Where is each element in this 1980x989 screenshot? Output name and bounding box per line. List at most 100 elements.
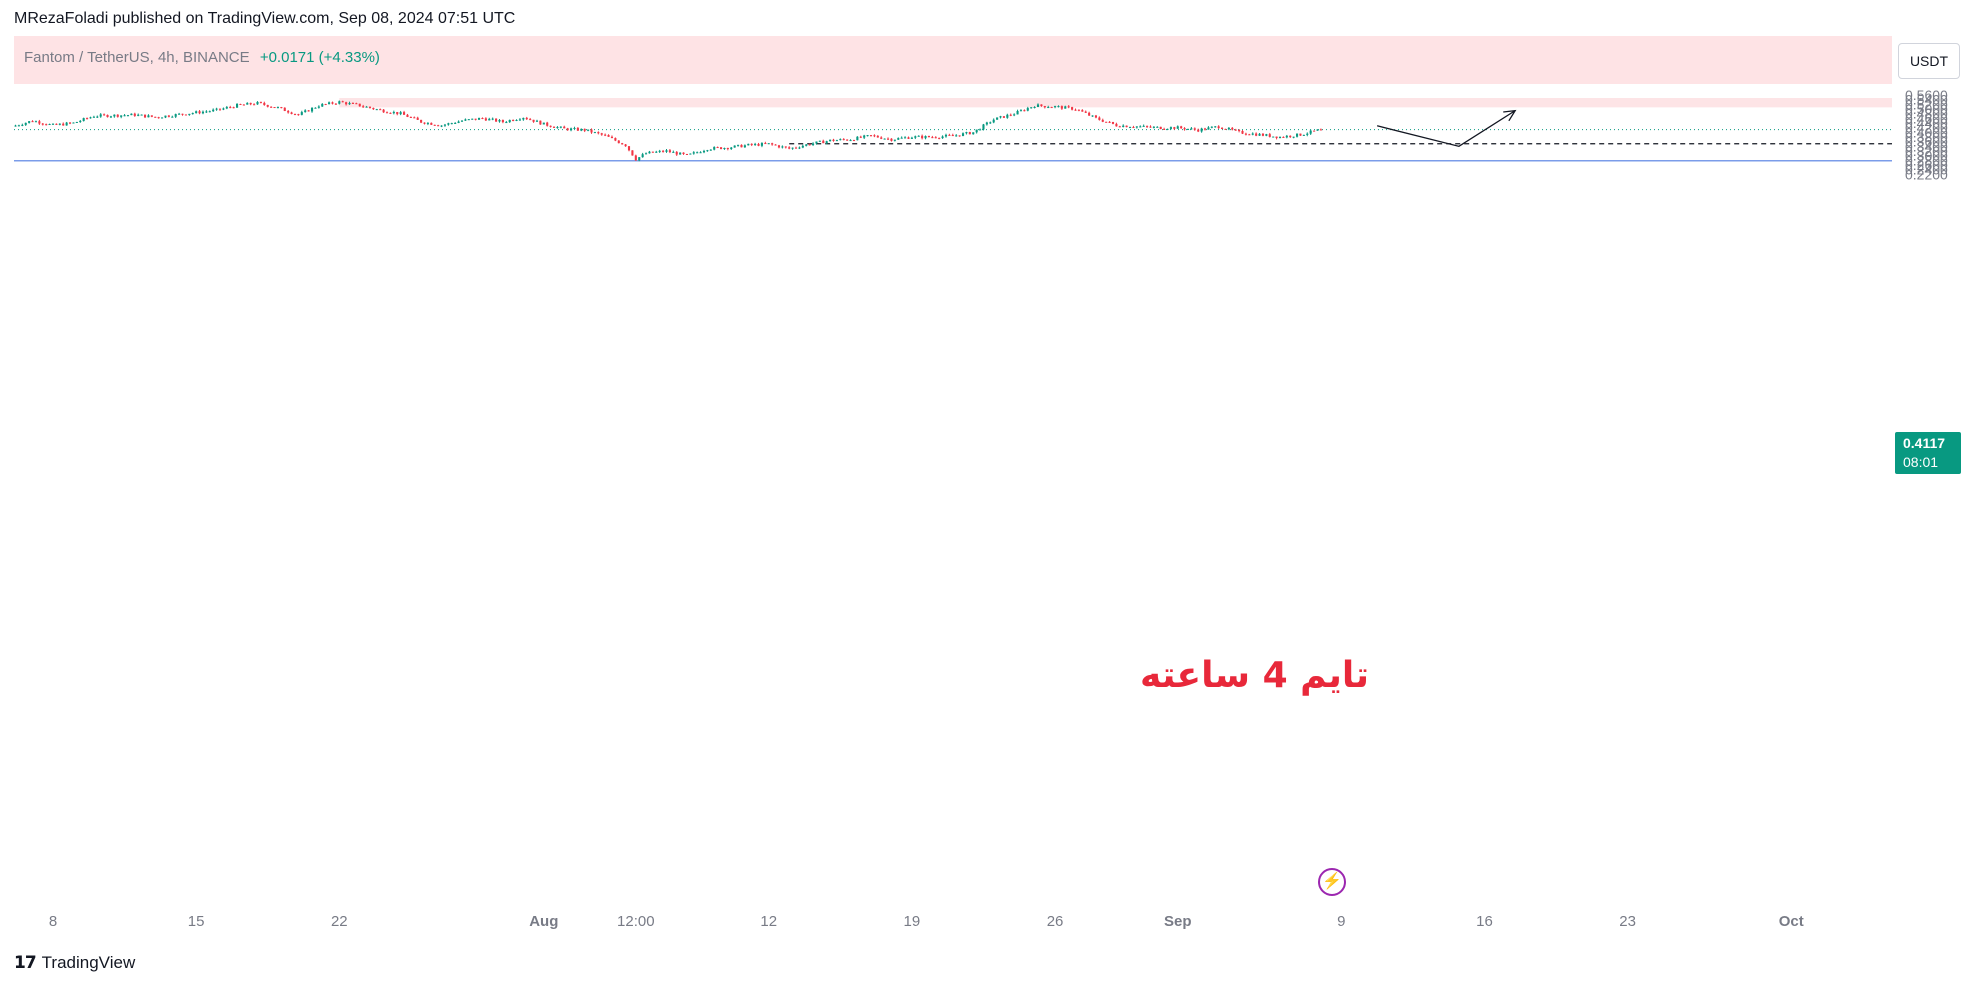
candle-body <box>38 121 41 124</box>
candle-body <box>822 140 825 144</box>
candle-body <box>812 143 815 146</box>
current-price-tag: 0.4117 08:01 <box>1895 432 1961 474</box>
candle-body <box>358 103 361 107</box>
y-axis-tick-label: 0.3400 <box>1905 138 1948 154</box>
candle-body <box>1084 111 1087 113</box>
candle-body <box>259 101 262 103</box>
candle-body <box>508 119 511 123</box>
currency-button[interactable]: USDT <box>1898 43 1960 79</box>
candle-body <box>31 121 34 123</box>
candle-body <box>1197 129 1200 132</box>
candle-body <box>580 128 583 131</box>
candle-body <box>985 122 988 125</box>
candle-body <box>696 152 699 154</box>
symbol-legend[interactable]: Fantom / TetherUS, 4h, BINANCE +0.0171 (… <box>24 49 380 66</box>
flash-icon[interactable]: ⚡ <box>1318 868 1346 896</box>
candle-body <box>263 102 266 105</box>
candle-body <box>140 114 143 116</box>
candle-body <box>103 114 106 116</box>
candle-body <box>403 112 406 115</box>
candle-body <box>818 140 821 142</box>
candle-body <box>55 123 58 125</box>
candle-body <box>958 135 961 137</box>
candle-body <box>1159 126 1162 129</box>
candle-body <box>1238 130 1241 132</box>
candle-body <box>293 113 297 115</box>
candle-body <box>208 111 211 113</box>
projection-arrow-head <box>1503 109 1517 122</box>
x-axis-tick-label: 12:00 <box>617 913 655 930</box>
candle-body <box>723 148 726 150</box>
candle-body <box>99 114 102 117</box>
candle-body <box>1047 107 1050 109</box>
candle-body <box>842 139 845 141</box>
candle-body <box>351 102 354 104</box>
candle-body <box>788 147 791 149</box>
candle-body <box>570 128 573 131</box>
candle-body <box>307 110 310 112</box>
candle-body <box>914 136 917 138</box>
candle-body <box>212 109 215 112</box>
candle-body <box>225 107 228 109</box>
candle-body <box>1258 133 1261 136</box>
candle-body <box>253 104 256 106</box>
candle-body <box>1111 121 1115 124</box>
candle-body <box>624 144 627 147</box>
x-axis-tick-label: 9 <box>1337 913 1345 930</box>
candle-body <box>399 112 402 115</box>
candle-body <box>450 123 453 125</box>
candle-body <box>1210 126 1213 128</box>
candle-body <box>457 121 460 123</box>
candle-body <box>1033 107 1036 109</box>
candle-body <box>1203 128 1207 130</box>
candle-body <box>1306 133 1309 135</box>
candle-body <box>1026 108 1029 111</box>
candle-body <box>471 118 474 120</box>
candle-body <box>621 143 624 145</box>
candle-body <box>890 138 893 141</box>
candle-body <box>631 150 634 156</box>
candle-body <box>883 138 886 140</box>
x-axis-tick-label: Aug <box>529 913 558 930</box>
candle-body <box>726 148 729 150</box>
candle-body <box>944 134 948 137</box>
candle-body <box>382 109 385 113</box>
candle-body <box>1265 134 1268 136</box>
candle-body <box>348 102 351 105</box>
candle-body <box>184 114 187 116</box>
candle-body <box>955 135 958 137</box>
candle-body <box>385 112 389 114</box>
candle-body <box>539 120 542 125</box>
candle-body <box>1268 134 1271 137</box>
candle-body <box>75 121 78 123</box>
x-axis-tick-label: 8 <box>49 913 57 930</box>
candle-body <box>617 140 620 144</box>
candle-body <box>951 135 954 137</box>
candle-body <box>45 124 48 126</box>
candle-body <box>440 125 443 127</box>
candle-body <box>188 113 191 115</box>
candle-body <box>205 111 208 113</box>
candle-body <box>314 107 317 109</box>
candle-body <box>467 119 470 121</box>
candle-body <box>324 104 327 106</box>
candle-body <box>488 118 491 121</box>
candle-body <box>1295 133 1299 137</box>
candle-body <box>634 155 637 161</box>
candle-body <box>1302 134 1305 136</box>
candle-body <box>477 118 481 120</box>
candle-body <box>733 145 736 148</box>
x-axis-tick-label: Oct <box>1779 913 1804 930</box>
candle-body <box>989 122 992 124</box>
timeframe-annotation: تایم 4 ساعته <box>1140 655 1369 696</box>
candle-body <box>235 103 239 108</box>
candle-body <box>566 128 569 131</box>
candle-body <box>750 143 753 145</box>
y-axis-tick-label: 0.3200 <box>1905 143 1948 159</box>
tradingview-brand[interactable]: 𝟭𝟳 TradingView <box>14 953 135 973</box>
candle-body <box>767 143 770 145</box>
candle-body <box>856 136 859 141</box>
y-axis-tick-label: 0.4800 <box>1905 106 1948 122</box>
candle-body <box>921 135 924 139</box>
